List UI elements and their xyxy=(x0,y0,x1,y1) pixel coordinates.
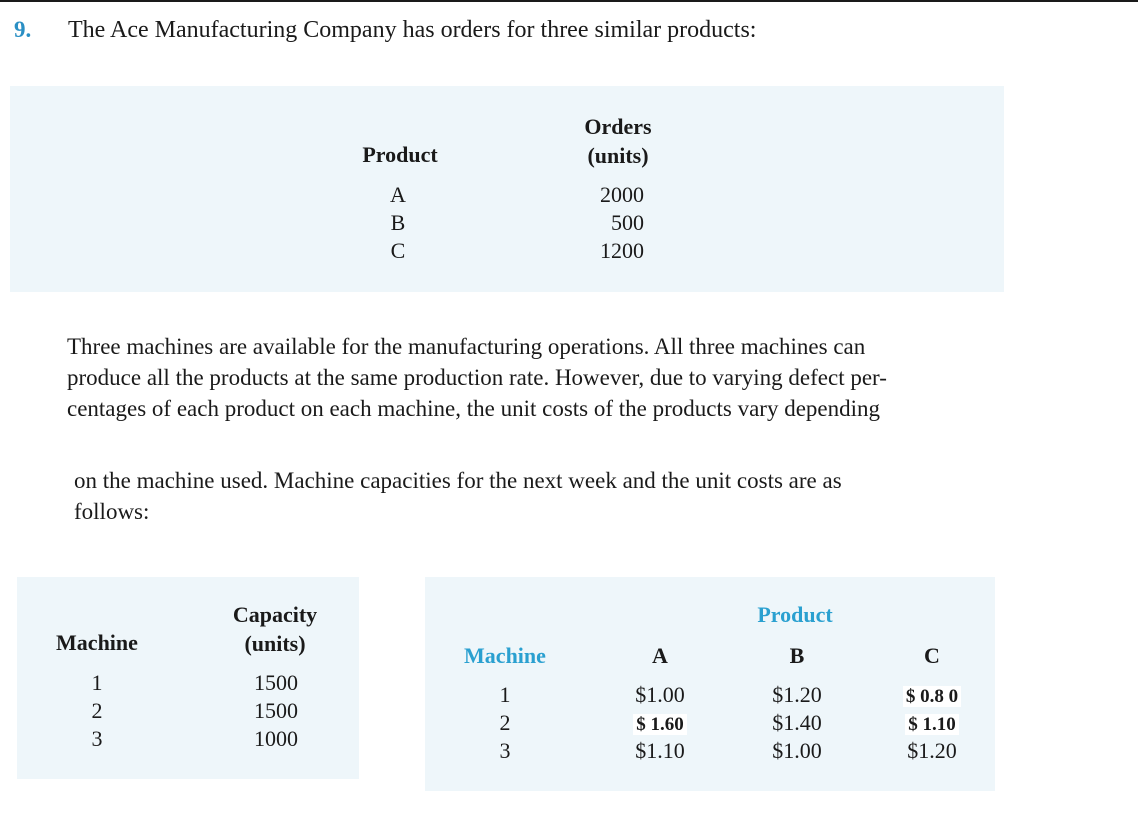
cost-cell-c: $ 0.8 0 xyxy=(887,680,977,711)
capacity-row-units: 1500 xyxy=(254,670,298,695)
paragraph-capacities: on the machine used. Machine capacities … xyxy=(74,465,996,527)
cost-cell-a: $1.00 xyxy=(635,682,685,707)
orders-header-units: (units) xyxy=(587,143,649,168)
capacity-row-machine: 3 xyxy=(91,726,103,751)
cost-cell-b: $1.40 xyxy=(772,710,822,735)
cost-cell-a: $ 1.60 xyxy=(615,708,705,739)
unit-cost-table: Product Machine A B C 1 2 3 $1.00 $ 1.60… xyxy=(425,577,995,791)
cost-cell-b: $1.00 xyxy=(772,738,822,763)
capacity-header-machine: Machine xyxy=(56,630,138,655)
cost-cell-b: $1.20 xyxy=(772,682,822,707)
paragraph-machines: Three machines are available for the man… xyxy=(67,331,1004,424)
top-rule xyxy=(0,0,1138,2)
cost-cell-c: $ 1.10 xyxy=(887,708,977,739)
orders-table: Product Orders (units) A B C 2000 500 12… xyxy=(10,86,1004,292)
cost-cell-a: $1.10 xyxy=(635,738,685,763)
problem-number: 9. xyxy=(14,17,32,42)
cost-header-machine: Machine xyxy=(464,643,546,668)
orders-header-product: Product xyxy=(362,142,438,167)
paragraph-line: on the machine used. Machine capacities … xyxy=(74,468,842,493)
cost-header-product-group: Product xyxy=(757,602,833,627)
cost-row-machine: 1 xyxy=(499,682,511,707)
capacity-row-units: 1000 xyxy=(254,726,298,751)
cost-header-b: B xyxy=(789,643,805,668)
orders-row-product: C xyxy=(390,238,406,263)
cost-row-machine: 3 xyxy=(499,738,511,763)
cost-header-a: A xyxy=(652,643,668,668)
capacity-row-machine: 1 xyxy=(91,670,103,695)
orders-row-product: A xyxy=(390,182,406,207)
orders-row-units: 500 xyxy=(611,210,644,235)
orders-row-units: 1200 xyxy=(600,238,644,263)
cost-header-c: C xyxy=(924,643,940,668)
cost-cell-c: $1.20 xyxy=(907,738,957,763)
capacity-row-units: 1500 xyxy=(254,698,298,723)
paragraph-line: follows: xyxy=(74,499,150,524)
cost-row-machine: 2 xyxy=(499,710,511,735)
capacity-row-machine: 2 xyxy=(91,698,103,723)
orders-row-product: B xyxy=(390,210,406,235)
capacity-header-units: (units) xyxy=(244,631,306,656)
problem-intro: The Ace Manufacturing Company has orders… xyxy=(68,17,757,43)
capacity-table: Machine Capacity (units) 1 2 3 1500 1500… xyxy=(17,577,359,779)
paragraph-line: Three machines are available for the man… xyxy=(67,334,866,359)
capacity-header-capacity: Capacity xyxy=(232,602,318,627)
paragraph-line: produce all the products at the same pro… xyxy=(67,365,887,390)
highlighted-value: $ 1.10 xyxy=(905,714,959,735)
orders-header-orders: Orders xyxy=(584,114,652,139)
highlighted-value: $ 0.8 0 xyxy=(902,686,962,707)
highlighted-value: $ 1.60 xyxy=(633,714,687,735)
orders-row-units: 2000 xyxy=(600,182,644,207)
paragraph-line: centages of each product on each machine… xyxy=(67,396,881,421)
